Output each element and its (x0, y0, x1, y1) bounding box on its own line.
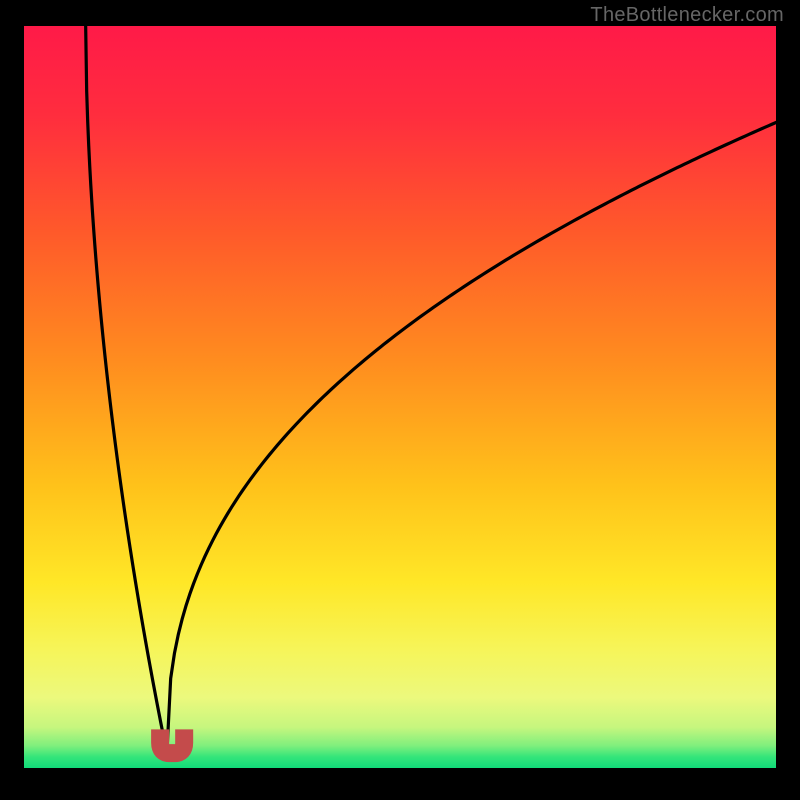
bottleneck-chart-image: TheBottlenecker.com (0, 0, 800, 800)
chart-frame-border (0, 0, 24, 800)
chart-plot-area (24, 26, 776, 768)
chart-background-gradient (24, 26, 776, 768)
watermark-text: TheBottlenecker.com (590, 4, 784, 27)
chart-frame-border (0, 768, 800, 800)
chart-frame-border (776, 0, 800, 800)
chart-svg (24, 26, 776, 768)
